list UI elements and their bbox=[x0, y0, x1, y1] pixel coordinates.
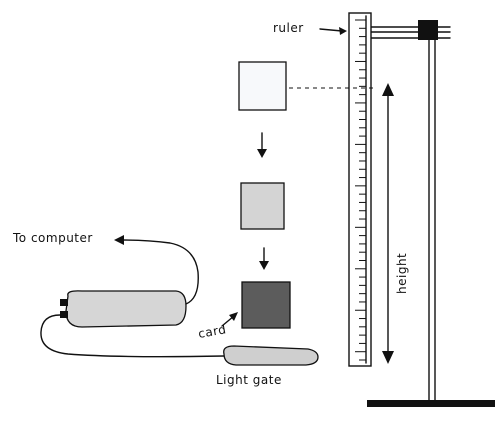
ruler-arrow bbox=[319, 28, 343, 32]
data-logger bbox=[65, 290, 187, 328]
light-gate-label: Light gate bbox=[216, 373, 282, 387]
computer-cable-arrowhead bbox=[114, 235, 124, 245]
card-arrowhead bbox=[229, 312, 238, 321]
stand-base bbox=[367, 400, 495, 407]
light-gate-cable bbox=[40, 314, 225, 358]
card-label: card bbox=[197, 322, 227, 341]
ruler-arrowhead bbox=[339, 27, 347, 35]
card-end-position bbox=[241, 281, 291, 329]
ruler bbox=[348, 12, 372, 367]
to-computer-label: To computer bbox=[12, 231, 93, 245]
clamp-boss bbox=[418, 20, 438, 40]
light-gate bbox=[223, 345, 319, 366]
card-middle-position bbox=[240, 182, 285, 230]
ruler-label: ruler bbox=[273, 21, 304, 35]
computer-cable bbox=[121, 239, 199, 305]
ruler-ticks bbox=[355, 19, 366, 361]
card-start-position bbox=[238, 61, 287, 111]
height-arrowhead-bottom bbox=[382, 351, 394, 364]
logger-port-bottom bbox=[60, 311, 68, 318]
fall-arrow-1-head bbox=[257, 149, 267, 158]
fall-arrow-2-head bbox=[259, 261, 269, 270]
height-label: height bbox=[395, 253, 409, 294]
logger-port-top bbox=[60, 299, 68, 306]
height-arrowhead-top bbox=[382, 83, 394, 96]
